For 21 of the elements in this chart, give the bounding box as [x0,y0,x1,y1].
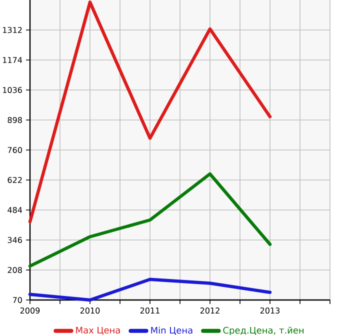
line-series [28,278,272,302]
y-tick-label: 208 [8,266,22,274]
x-tick-label: 2012 [200,308,220,314]
y-tick-label: 898 [8,116,22,124]
y-tick-label: 622 [8,176,22,184]
y-tick-label: 1312 [3,26,22,34]
x-tick-label: 2009 [20,308,40,314]
x-tick-label: 2011 [140,308,160,314]
legend-label: Сред.Цена, т.йен [223,326,304,335]
y-tick-label: 346 [8,236,22,244]
y-tick-label: 70 [12,296,22,304]
y-tick-label: 484 [8,206,22,214]
y-tick-label: 1036 [3,86,22,94]
legend-label: Min Цена [151,326,192,335]
x-tick-label: 2010 [80,308,100,314]
legend-label: Max Цена [76,326,120,335]
line-series [28,172,272,268]
x-tick-label: 2013 [260,308,280,314]
y-tick-label: 1174 [3,57,22,63]
y-tick-label: 760 [8,146,22,154]
line-series [28,0,272,224]
